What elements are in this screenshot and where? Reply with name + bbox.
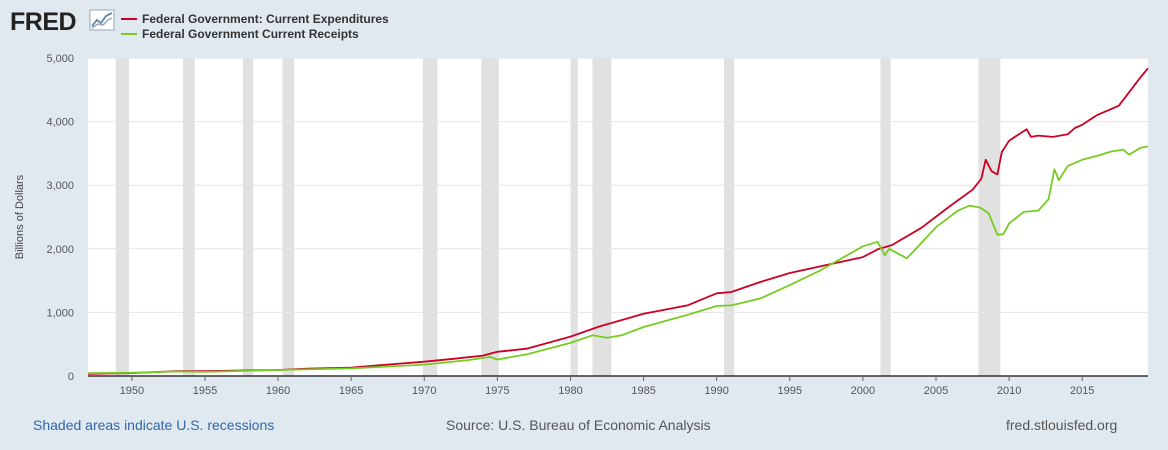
x-tick-label: 1995: [778, 385, 802, 397]
x-tick-label: 1955: [193, 385, 217, 397]
legend-item-expenditures[interactable]: Federal Government: Current Expenditures: [121, 12, 389, 26]
x-tick-label: 1990: [704, 385, 728, 397]
line-chart[interactable]: 0 1,000 2,000 3,000 4,000 5,000 1950 1955 1960 19…: [0, 0, 1168, 400]
recession-band: [422, 58, 438, 376]
legend-item-receipts[interactable]: Federal Government Current Receipts: [121, 27, 359, 41]
recession-note: Shaded areas indicate U.S. recessions: [33, 417, 275, 433]
x-tick-label: 1980: [558, 385, 582, 397]
fred-logo[interactable]: FRED: [10, 8, 77, 36]
legend-label: Federal Government Current Receipts: [142, 27, 359, 41]
recession-band: [880, 58, 891, 376]
recession-band: [115, 58, 129, 376]
source-note: Source: U.S. Bureau of Economic Analysis: [446, 417, 711, 433]
legend-label: Federal Government: Current Expenditures: [142, 12, 389, 26]
y-axis-label: Billions of Dollars: [14, 174, 26, 259]
legend-swatch-red: [121, 17, 137, 20]
x-tick-label: 1975: [485, 385, 509, 397]
x-tick-label: 2010: [997, 385, 1021, 397]
recession-band: [481, 58, 499, 376]
x-tick-label: 2005: [924, 385, 948, 397]
y-tick-label: 0: [68, 371, 74, 383]
x-tick-label: 1950: [120, 385, 144, 397]
series-line-receipts: [87, 145, 1149, 374]
x-tick-label: 1965: [339, 385, 363, 397]
recession-band: [183, 58, 195, 376]
plot-area: [88, 58, 1148, 376]
y-tick-label: 3,000: [46, 180, 74, 192]
x-tick-label: 1970: [412, 385, 436, 397]
chart-line-icon: [89, 9, 115, 31]
recession-band: [592, 58, 612, 376]
recession-band: [724, 58, 735, 376]
x-tick-label: 1960: [266, 385, 290, 397]
legend-swatch-green: [121, 32, 137, 35]
series-line-expenditures: [87, 67, 1149, 375]
y-tick-label: 1,000: [46, 307, 74, 319]
x-tick-label: 1985: [631, 385, 655, 397]
recession-band: [242, 58, 254, 376]
recession-band: [570, 58, 578, 376]
recession-band: [282, 58, 295, 376]
y-tick-label: 2,000: [46, 244, 74, 256]
website-link[interactable]: fred.stlouisfed.org: [1006, 417, 1118, 433]
y-tick-label: 4,000: [46, 117, 74, 129]
x-tick-label: 2000: [851, 385, 875, 397]
y-tick-label: 5,000: [46, 53, 74, 65]
x-tick-label: 2015: [1070, 385, 1094, 397]
